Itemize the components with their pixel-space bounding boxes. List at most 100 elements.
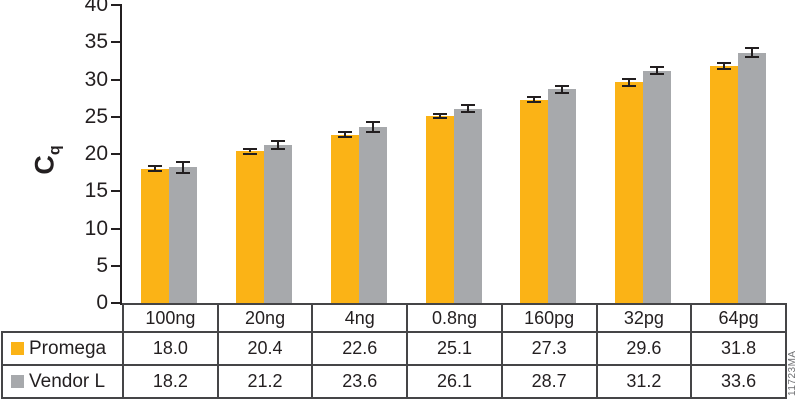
error-bar-line bbox=[343, 132, 346, 137]
error-bar-cap-bottom bbox=[176, 171, 191, 174]
bar-vendor-l-20ng bbox=[264, 145, 293, 303]
y-tick bbox=[111, 78, 121, 81]
value-cell-promega-160pg: 27.3 bbox=[500, 331, 598, 366]
y-axis-label-base: C bbox=[29, 155, 60, 175]
error-bar-line bbox=[655, 68, 658, 73]
value-cell-vendor-l-100ng: 18.2 bbox=[122, 364, 219, 399]
value-row-promega: Promega 18.0 20.4 22.6 25.1 27.3 29.6 31.8 bbox=[1, 331, 787, 366]
error-bar-cap-bottom bbox=[621, 84, 636, 87]
error-bar-cap-top bbox=[365, 121, 380, 124]
error-bar-cap-top bbox=[337, 130, 352, 133]
y-tick-label: 0 bbox=[96, 291, 108, 314]
bar-promega-100ng bbox=[141, 168, 170, 303]
category-row: 100ng 20ng 4ng 0.8ng 160pg 32pg 64pg bbox=[2, 303, 787, 333]
error-bar-cap-top bbox=[176, 161, 191, 164]
error-bar-line bbox=[154, 167, 157, 171]
category-cell-4ng: 4ng bbox=[311, 303, 409, 333]
y-tick-label: 30 bbox=[84, 67, 108, 91]
error-bar-line bbox=[277, 141, 280, 149]
legend-cell-promega: Promega bbox=[1, 331, 124, 366]
value-cell-vendor-l-160pg: 28.7 bbox=[500, 364, 598, 399]
error-bar-line bbox=[722, 63, 725, 69]
data-table: 100ng 20ng 4ng 0.8ng 160pg 32pg 64pg Promega 18.… bbox=[1, 303, 787, 399]
value-cell-vendor-l-0.8ng: 26.1 bbox=[406, 364, 503, 399]
value-row-vendor-l: Vendor L 18.2 21.2 23.6 26.1 28.7 31.2 33.6 bbox=[1, 364, 787, 399]
error-bar-cap-top bbox=[649, 66, 664, 69]
error-bar-cap-top bbox=[460, 104, 475, 107]
error-bar-line bbox=[627, 80, 630, 85]
legend-label: Vendor L bbox=[29, 370, 106, 392]
y-tick bbox=[111, 115, 121, 118]
error-bar-cap-top bbox=[527, 96, 542, 99]
error-bar-cap-top bbox=[555, 84, 570, 87]
bar-vendor-l-4ng bbox=[358, 127, 387, 303]
category-cell-0.8ng: 0.8ng bbox=[406, 303, 503, 333]
bar-promega-32pg bbox=[614, 82, 643, 303]
value-cell-vendor-l-32pg: 31.2 bbox=[595, 364, 693, 399]
category-cell-160pg: 160pg bbox=[500, 303, 598, 333]
error-bar-cap-bottom bbox=[243, 152, 258, 155]
category-cell-32pg: 32pg bbox=[595, 303, 693, 333]
y-tick bbox=[111, 264, 121, 267]
figure-number: 11723MA bbox=[787, 350, 798, 396]
error-bar-cap-bottom bbox=[365, 130, 380, 133]
error-bar-cap-top bbox=[148, 165, 163, 168]
legend-label: Promega bbox=[29, 337, 107, 359]
error-bar-line bbox=[533, 98, 536, 102]
legend-inner: Promega bbox=[3, 338, 122, 360]
error-bar-line bbox=[750, 49, 753, 57]
error-bar-cap-top bbox=[432, 112, 447, 115]
value-cell-promega-20ng: 20.4 bbox=[216, 331, 314, 366]
value-cell-vendor-l-4ng: 23.6 bbox=[311, 364, 409, 399]
bar-promega-160pg bbox=[520, 99, 549, 303]
error-bar-cap-bottom bbox=[744, 56, 759, 59]
y-tick bbox=[111, 190, 121, 193]
error-bar-cap-top bbox=[744, 47, 759, 50]
y-axis-line bbox=[120, 4, 122, 305]
error-bar-cap-top bbox=[271, 139, 286, 142]
legend-cell-vendor-l: Vendor L bbox=[1, 364, 124, 399]
value-cell-promega-64pg: 31.8 bbox=[690, 331, 787, 366]
error-bar-cap-top bbox=[621, 78, 636, 81]
error-bar-cap-bottom bbox=[527, 101, 542, 104]
y-tick-label: 5 bbox=[96, 253, 108, 277]
error-bar-cap-bottom bbox=[337, 136, 352, 139]
legend-inner: Vendor L bbox=[3, 371, 122, 393]
y-tick-label: 10 bbox=[84, 216, 108, 240]
bar-promega-4ng bbox=[330, 134, 359, 303]
error-bar-line bbox=[561, 86, 564, 92]
value-cell-vendor-l-64pg: 33.6 bbox=[690, 364, 787, 399]
y-tick bbox=[111, 302, 121, 304]
error-bar-cap-top bbox=[716, 61, 731, 64]
category-cell-20ng: 20ng bbox=[216, 303, 314, 333]
error-bar-cap-bottom bbox=[555, 91, 570, 94]
error-bar-cap-bottom bbox=[460, 110, 475, 113]
bar-vendor-l-100ng bbox=[169, 167, 198, 303]
error-bar-cap-top bbox=[243, 147, 258, 150]
category-cell-64pg: 64pg bbox=[690, 303, 787, 333]
error-bar-cap-bottom bbox=[148, 170, 163, 173]
error-bar-line bbox=[466, 106, 469, 111]
bar-vendor-l-64pg bbox=[737, 52, 766, 303]
y-tick bbox=[111, 153, 121, 155]
y-tick-label: 25 bbox=[84, 104, 108, 128]
y-tick-label: 15 bbox=[84, 179, 108, 203]
category-cell-100ng: 100ng bbox=[122, 303, 219, 333]
value-cell-promega-0.8ng: 25.1 bbox=[406, 331, 503, 366]
table-spacer-cell bbox=[2, 304, 123, 332]
bar-promega-20ng bbox=[236, 151, 265, 303]
bar-vendor-l-160pg bbox=[548, 89, 577, 303]
y-tick-label: 20 bbox=[84, 142, 108, 165]
bar-vendor-l-0.8ng bbox=[453, 108, 482, 303]
error-bar-line bbox=[182, 163, 185, 172]
error-bar-line bbox=[438, 114, 441, 118]
value-cell-promega-100ng: 18.0 bbox=[122, 331, 219, 366]
error-bar-cap-bottom bbox=[432, 117, 447, 120]
value-cell-promega-32pg: 29.6 bbox=[595, 331, 693, 366]
error-bar-cap-bottom bbox=[716, 68, 731, 71]
legend-swatch-icon bbox=[11, 375, 24, 388]
y-tick bbox=[111, 4, 121, 6]
y-tick bbox=[111, 41, 121, 44]
bar-promega-0.8ng bbox=[425, 116, 454, 303]
